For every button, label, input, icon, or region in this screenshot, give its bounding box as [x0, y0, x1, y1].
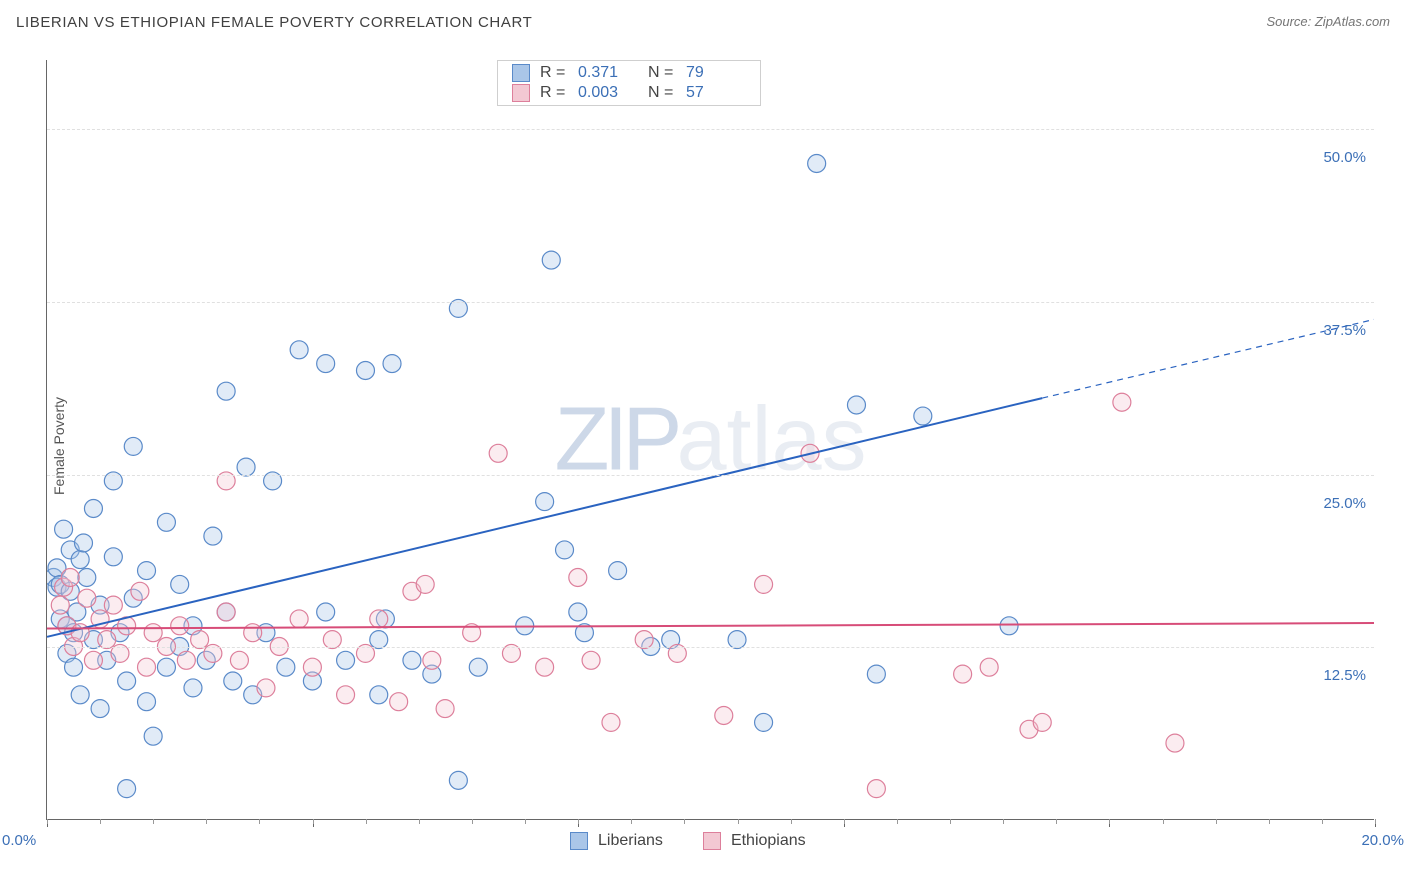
y-tick-label: 50.0% [1323, 149, 1366, 166]
legend-item-liberians: Liberians [570, 832, 663, 850]
legend-row-liberians: R = 0.371 N = 79 [498, 63, 760, 83]
legend-swatch-liberians [512, 64, 530, 82]
scatter-plot-svg [47, 60, 1374, 819]
legend-swatch-ethiopians [512, 84, 530, 102]
y-tick-label: 25.0% [1323, 495, 1366, 512]
legend-r-label: R = [540, 84, 568, 102]
chart-header: LIBERIAN VS ETHIOPIAN FEMALE POVERTY COR… [16, 14, 1390, 42]
legend-r-label: R = [540, 64, 568, 82]
correlation-legend: R = 0.371 N = 79 R = 0.003 N = 57 [497, 60, 761, 106]
legend-row-ethiopians: R = 0.003 N = 57 [498, 83, 760, 103]
y-tick-label: 37.5% [1323, 322, 1366, 339]
source-attribution: Source: ZipAtlas.com [1266, 14, 1390, 29]
legend-swatch-bottom-ethiopians [703, 832, 721, 850]
legend-r-value-ethiopians: 0.003 [578, 84, 638, 102]
legend-swatch-bottom-liberians [570, 832, 588, 850]
plot-area: ZIPatlas R = 0.371 N = 79 R = 0.003 N = … [46, 60, 1374, 820]
legend-n-value-ethiopians: 57 [686, 84, 746, 102]
legend-r-value-liberians: 0.371 [578, 64, 638, 82]
legend-n-label: N = [648, 64, 676, 82]
series-legend: Liberians Ethiopians [570, 832, 806, 850]
legend-label-liberians: Liberians [598, 832, 663, 850]
chart-container: LIBERIAN VS ETHIOPIAN FEMALE POVERTY COR… [0, 0, 1406, 892]
legend-item-ethiopians: Ethiopians [703, 832, 806, 850]
x-axis-min-label: 0.0% [2, 832, 36, 849]
legend-label-ethiopians: Ethiopians [731, 832, 806, 850]
chart-title: LIBERIAN VS ETHIOPIAN FEMALE POVERTY COR… [16, 14, 1390, 31]
y-tick-label: 12.5% [1323, 667, 1366, 684]
x-axis-max-label: 20.0% [1361, 832, 1404, 849]
legend-n-label: N = [648, 84, 676, 102]
legend-n-value-liberians: 79 [686, 64, 746, 82]
